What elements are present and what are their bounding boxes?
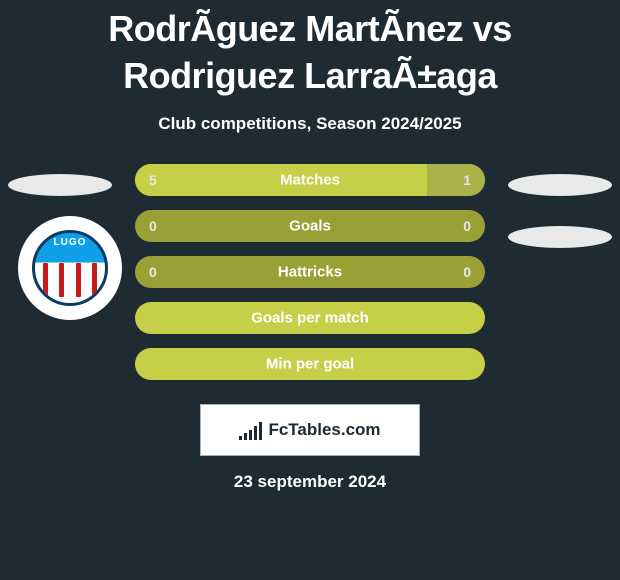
badge-stripe — [76, 263, 81, 297]
brand-bar — [239, 436, 242, 440]
stat-row: Goals per match — [135, 302, 485, 334]
date-label: 23 september 2024 — [0, 472, 620, 492]
badge-inner: LUGO — [32, 230, 108, 306]
badge-stripes — [43, 263, 97, 297]
brand-bars-icon — [239, 420, 262, 440]
stat-bar-bg — [135, 256, 485, 288]
stat-value-player2: 0 — [463, 264, 471, 280]
stat-row: 00Goals — [135, 210, 485, 242]
stat-bar-player1 — [135, 164, 427, 196]
stat-value-player1: 0 — [149, 264, 157, 280]
stat-row: 51Matches — [135, 164, 485, 196]
stat-bars: 51Matches00Goals00HattricksGoals per mat… — [135, 164, 485, 394]
badge-label: LUGO — [35, 237, 105, 248]
brand-box: FcTables.com — [200, 404, 420, 456]
player2-shadow-top — [508, 174, 612, 196]
stat-bar-player2 — [427, 164, 485, 196]
badge-outer: LUGO — [18, 216, 122, 320]
stat-value-player1: 5 — [149, 172, 157, 188]
brand-bar — [244, 433, 247, 440]
comparison-title: RodrÃ­guez MartÃ­nez vs Rodriguez LarraÃ… — [0, 0, 620, 100]
player1-club-badge: LUGO — [18, 216, 122, 320]
stat-bar-bg — [135, 348, 485, 380]
stat-row: Min per goal — [135, 348, 485, 380]
badge-stripe — [67, 263, 72, 297]
badge-stripe — [59, 263, 64, 297]
badge-stripe — [92, 263, 97, 297]
brand-bar — [249, 430, 252, 440]
badge-stripe — [43, 263, 48, 297]
player2-shadow-mid — [508, 226, 612, 248]
brand-text: FcTables.com — [268, 420, 380, 440]
subtitle: Club competitions, Season 2024/2025 — [0, 114, 620, 134]
badge-stripe — [84, 263, 89, 297]
stat-value-player2: 0 — [463, 218, 471, 234]
stat-value-player1: 0 — [149, 218, 157, 234]
stat-value-player2: 1 — [463, 172, 471, 188]
brand-bar — [254, 426, 257, 440]
stat-row: 00Hattricks — [135, 256, 485, 288]
player1-shadow — [8, 174, 112, 196]
stat-bar-bg — [135, 210, 485, 242]
stat-bar-bg — [135, 302, 485, 334]
comparison-arena: LUGO 51Matches00Goals00HattricksGoals pe… — [0, 164, 620, 394]
brand-bar — [259, 422, 262, 440]
badge-stripe — [51, 263, 56, 297]
